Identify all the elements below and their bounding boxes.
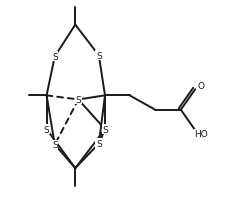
Text: S: S xyxy=(96,52,101,61)
Text: S: S xyxy=(96,139,101,148)
Text: O: O xyxy=(197,82,204,91)
Text: HO: HO xyxy=(193,130,207,139)
Text: S: S xyxy=(75,95,81,104)
Text: S: S xyxy=(52,53,58,62)
Text: S: S xyxy=(44,125,49,134)
Text: S: S xyxy=(52,140,58,149)
Text: S: S xyxy=(102,125,108,134)
